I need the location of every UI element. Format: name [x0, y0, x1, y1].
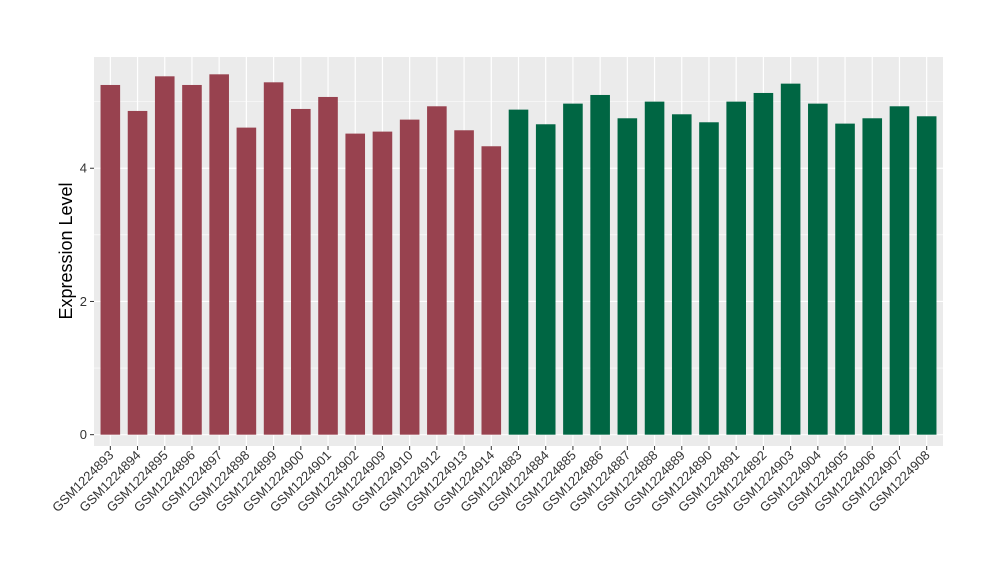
bar-GSM1224884	[535, 124, 556, 435]
bar-GSM1224891	[726, 101, 746, 435]
bar-GSM1224904	[808, 103, 828, 435]
bar-GSM1224894	[127, 110, 148, 435]
bar-GSM1224897	[209, 74, 229, 435]
bar-GSM1224909	[372, 131, 393, 435]
bar-GSM1224905	[835, 123, 855, 435]
bar-GSM1224890	[699, 122, 719, 435]
bar-GSM1224902	[345, 133, 366, 435]
bar-GSM1224896	[182, 84, 202, 435]
y-tick-label: 0	[80, 427, 87, 442]
bar-GSM1224883	[508, 109, 529, 435]
bar-GSM1224912	[427, 106, 447, 435]
bar-GSM1224899	[263, 82, 284, 435]
bar-GSM1224901	[318, 96, 338, 435]
y-axis-title: Expression Level	[56, 182, 76, 319]
bar-GSM1224892	[753, 92, 774, 435]
bar-GSM1224903	[780, 83, 801, 435]
y-tick-label: 2	[80, 294, 87, 309]
bars	[100, 74, 937, 435]
bar-GSM1224907	[889, 106, 910, 435]
bar-GSM1224889	[671, 114, 692, 435]
y-axis: 0 2 4	[80, 161, 94, 442]
bar-GSM1224906	[862, 118, 883, 435]
bar-GSM1224914	[481, 146, 502, 435]
bar-GSM1224910	[399, 119, 420, 435]
y-tick-label: 4	[80, 161, 87, 176]
bar-GSM1224888	[644, 101, 665, 435]
bar-GSM1224886	[590, 94, 610, 435]
bar-GSM1224900	[291, 108, 311, 435]
bar-GSM1224887	[617, 118, 638, 435]
x-axis: GSM1224893GSM1224894GSM1224895GSM1224896…	[49, 446, 933, 515]
bar-GSM1224908	[916, 116, 937, 435]
bar-GSM1224913	[454, 130, 474, 435]
bar-GSM1224898	[236, 127, 257, 435]
bar-GSM1224893	[100, 84, 121, 435]
bar-GSM1224895	[154, 76, 175, 435]
bar-GSM1224885	[563, 103, 583, 435]
